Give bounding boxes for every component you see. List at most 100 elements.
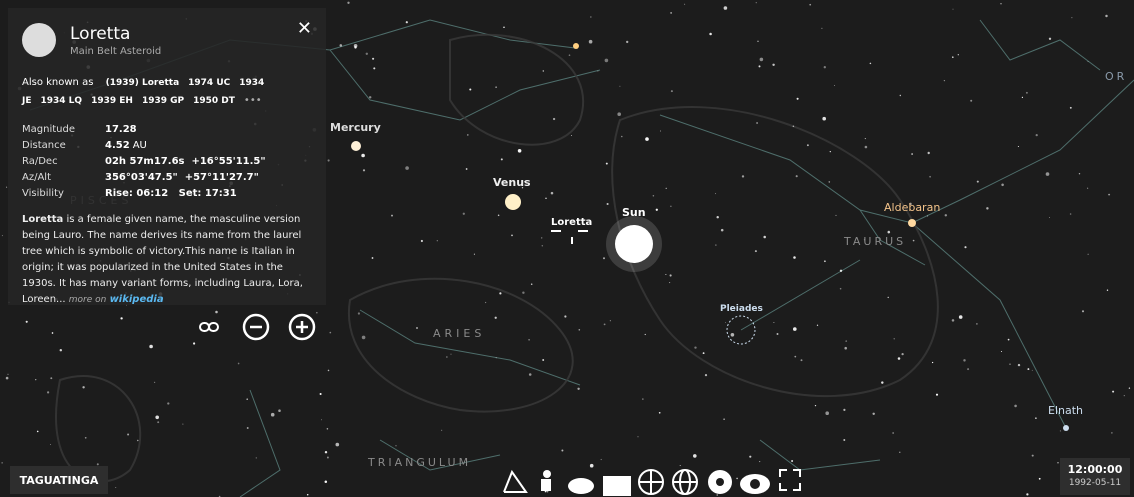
sun-marker[interactable] <box>615 225 653 263</box>
link-button[interactable] <box>198 316 220 338</box>
star <box>327 428 329 430</box>
aka-name: 1934 LQ <box>41 96 83 106</box>
star <box>7 374 8 375</box>
star <box>395 445 396 446</box>
star <box>824 260 826 262</box>
star <box>759 461 760 462</box>
star <box>1035 417 1037 419</box>
star <box>543 70 544 71</box>
constellation-art-button[interactable] <box>541 470 551 491</box>
star <box>421 240 423 242</box>
star <box>463 213 465 215</box>
star <box>2 235 3 236</box>
wikipedia-link[interactable]: wikipedia <box>110 294 164 305</box>
star <box>528 339 530 341</box>
star <box>642 399 643 400</box>
value-text: 4.52 <box>105 140 130 151</box>
star <box>894 338 895 339</box>
star <box>742 175 744 177</box>
star <box>665 274 666 275</box>
star <box>840 270 842 272</box>
star <box>354 44 358 48</box>
star <box>1022 97 1023 98</box>
star <box>1046 172 1050 176</box>
star <box>870 63 872 65</box>
star <box>601 459 602 460</box>
sky-label: Aldebaran <box>884 201 940 214</box>
star <box>791 460 793 462</box>
star <box>499 292 501 294</box>
star <box>97 463 99 465</box>
star <box>1070 107 1072 109</box>
star <box>246 398 248 400</box>
constellation-lines-button[interactable] <box>504 472 526 492</box>
mercury-marker[interactable] <box>351 141 361 151</box>
star <box>927 215 928 216</box>
zoom-in-button[interactable] <box>288 313 316 341</box>
aka-name: (1939) Loretta <box>106 78 180 88</box>
star <box>503 26 505 28</box>
star <box>793 256 796 259</box>
star <box>705 374 707 376</box>
property-value: 17.28 <box>105 122 137 138</box>
star <box>893 432 894 433</box>
aldebaran-marker[interactable] <box>908 219 916 227</box>
sky-label: Venus <box>493 176 531 189</box>
azimuthal-grid-button[interactable] <box>639 470 663 494</box>
star <box>656 209 658 211</box>
atmosphere-button[interactable] <box>568 478 594 494</box>
sky-label: Elnath <box>1048 404 1083 417</box>
star <box>958 54 959 55</box>
star <box>321 419 322 420</box>
fullscreen-button[interactable] <box>780 470 800 490</box>
location-button[interactable]: TAGUATINGA <box>10 466 108 494</box>
star <box>467 134 469 136</box>
star <box>330 332 332 334</box>
star <box>835 215 836 216</box>
dso-button[interactable] <box>708 470 732 494</box>
star <box>511 235 513 237</box>
star <box>932 362 933 363</box>
star <box>1009 363 1011 365</box>
star <box>1032 455 1034 457</box>
star <box>872 413 874 415</box>
night-mode-button[interactable] <box>740 474 770 494</box>
property-row: Magnitude17.28 <box>22 122 312 138</box>
star <box>669 282 670 283</box>
elnath-marker[interactable] <box>1063 425 1069 431</box>
aka-name: 1974 UC <box>188 78 230 88</box>
star <box>603 257 605 259</box>
star <box>327 457 329 459</box>
panel-header: Loretta Main Belt Asteroid <box>22 20 312 60</box>
equatorial-grid-button[interactable] <box>673 470 697 494</box>
star <box>149 345 153 349</box>
aka-list: Also known as (1939) Loretta1974 UC1934 … <box>22 74 272 110</box>
star <box>590 464 594 468</box>
star <box>845 340 847 342</box>
star <box>495 86 497 88</box>
star <box>606 163 608 165</box>
star <box>569 54 571 56</box>
time-button[interactable]: 12:00:00 1992-05-11 <box>1060 458 1130 495</box>
star <box>1049 38 1051 40</box>
star <box>670 206 671 207</box>
more-aliases-button[interactable]: ••• <box>244 95 262 106</box>
toolbar <box>504 470 800 496</box>
star <box>564 315 566 317</box>
star <box>1057 462 1058 463</box>
close-button[interactable]: ✕ <box>297 18 312 39</box>
star <box>865 146 868 149</box>
star <box>316 312 317 313</box>
property-label: Ra/Dec <box>22 154 105 170</box>
star <box>815 405 816 406</box>
venus-marker[interactable] <box>505 194 521 210</box>
star <box>6 187 7 188</box>
star <box>963 359 965 361</box>
star <box>755 250 757 252</box>
star <box>362 336 366 340</box>
landscape-button[interactable] <box>603 476 631 496</box>
star <box>1088 61 1089 62</box>
property-label: Az/Alt <box>22 170 105 186</box>
zoom-out-button[interactable] <box>242 313 270 341</box>
